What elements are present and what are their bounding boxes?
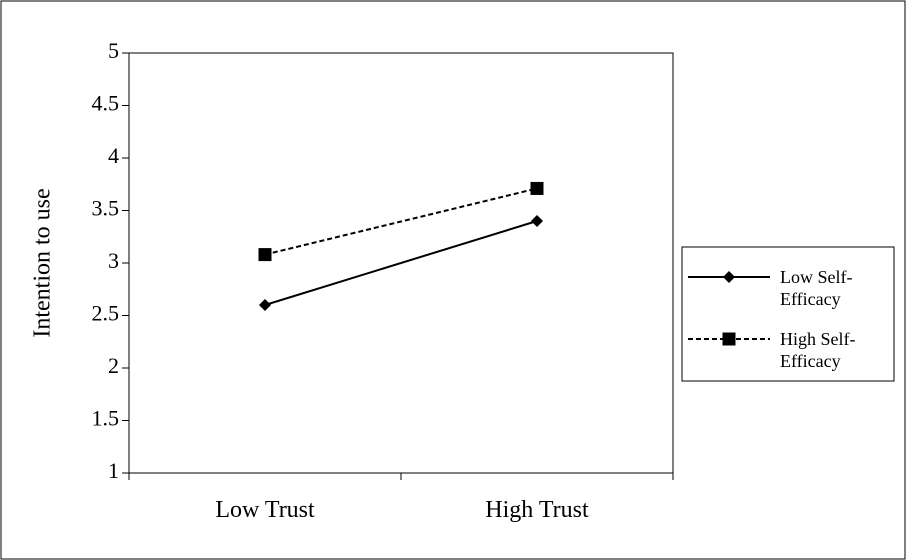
legend-label: Low Self-	[780, 267, 852, 287]
data-point	[530, 181, 544, 195]
y-axis-title: Intention to use	[30, 188, 56, 337]
legend-label: High Self-	[780, 329, 856, 349]
data-point	[531, 215, 543, 227]
legend-box	[681, 246, 895, 382]
y-tick-label: 1	[108, 458, 119, 483]
y-tick-label: 2	[108, 353, 119, 378]
data-point	[258, 248, 272, 262]
x-tick-label: High Trust	[485, 497, 589, 523]
series-0	[259, 215, 543, 311]
legend-label: Efficacy	[780, 289, 841, 309]
series-1	[258, 181, 544, 262]
legend-marker	[723, 271, 735, 283]
series-line	[264, 187, 538, 256]
y-tick-label: 4	[108, 143, 119, 168]
series-layer	[258, 181, 544, 311]
y-tick-label: 4.5	[92, 91, 120, 116]
y-axis: 1 1.5 2 2.5 3 3.5 4 4.5 5	[92, 38, 129, 483]
legend-entry: Low Self-Efficacy	[688, 267, 852, 309]
y-tick-label: 3	[108, 248, 119, 273]
legend-entry: High Self-Efficacy	[688, 329, 856, 371]
series-line	[264, 220, 538, 306]
legend-marker	[722, 332, 736, 346]
y-tick-label: 1.5	[92, 406, 120, 431]
y-tick-label: 2.5	[92, 301, 120, 326]
y-tick-label: 5	[108, 38, 119, 63]
x-axis: Low Trust High Trust	[128, 473, 674, 523]
legend-label: Efficacy	[780, 351, 841, 371]
data-point	[259, 299, 271, 311]
y-tick-label: 3.5	[92, 196, 120, 221]
x-tick-label: Low Trust	[215, 497, 315, 523]
